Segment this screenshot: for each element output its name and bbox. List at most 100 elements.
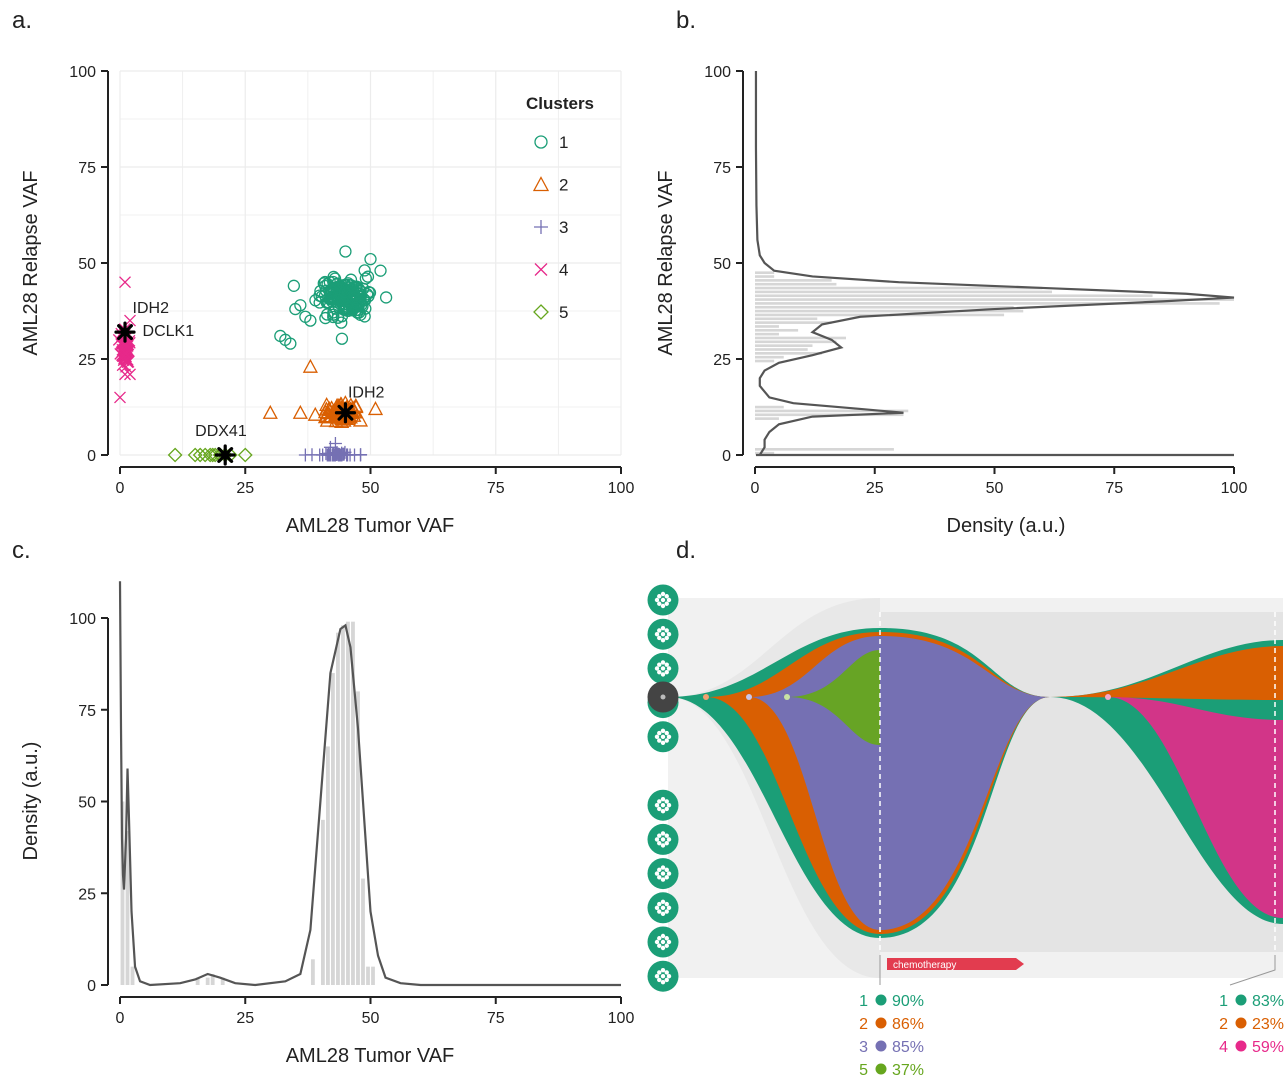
cell-icon-dot <box>666 837 672 842</box>
cell-icon-dot <box>657 936 662 941</box>
founder-cell-dot <box>660 694 666 700</box>
cell-icon-dot <box>654 666 660 671</box>
cell-icon-dot <box>660 809 666 814</box>
panel-a-legend: Clusters 1 2 3 4 5 <box>526 94 594 322</box>
cell-icon-dot <box>664 601 669 606</box>
cluster-1-point <box>287 279 300 292</box>
cell-icon-dot <box>660 865 666 870</box>
x-tick-label: 75 <box>487 1010 505 1027</box>
cluster-3-point <box>298 448 312 462</box>
cluster-4-point <box>117 354 130 367</box>
legend-title: Clusters <box>526 94 594 113</box>
y-tick-label: 25 <box>78 352 96 369</box>
cell-icon-dot <box>654 632 660 637</box>
clone-origin-dot-4 <box>1105 694 1111 700</box>
relapse-leader-line <box>1229 955 1276 986</box>
legend-marker-2 <box>532 176 550 192</box>
cluster-percentage-label: 83% <box>1252 993 1284 1010</box>
cluster-3-point <box>320 448 334 462</box>
cell-icon-dot <box>660 672 666 677</box>
panel-b-x-label: Density (a.u.) <box>947 515 1066 537</box>
cell-icon-dot <box>660 740 666 745</box>
histogram-bar <box>755 413 904 417</box>
cluster-4-point <box>124 368 136 381</box>
legend-item-label: 5 <box>559 303 568 322</box>
cell-icon-dot <box>654 803 660 808</box>
x-tick-label: 50 <box>986 480 1004 497</box>
cluster-5-point <box>187 447 203 463</box>
panel-c-y-label: Density (a.u.) <box>20 742 42 861</box>
cell-icon-dot <box>654 837 660 842</box>
cell-icon-dot <box>657 730 662 736</box>
cell-icon-dot <box>654 974 660 979</box>
therapy-arrow: chemotherapy <box>887 958 1024 971</box>
cell-icon-dot <box>657 799 662 804</box>
cluster-1-point <box>317 277 330 290</box>
cluster-percentage-label: 59% <box>1252 1039 1284 1056</box>
cluster-percentage-label: 86% <box>892 1016 924 1033</box>
cluster-1-point <box>379 291 393 304</box>
cell-icon-dot <box>654 871 660 876</box>
y-tick-label: 75 <box>713 160 731 177</box>
cell-icon-dot <box>660 980 666 985</box>
x-tick-label: 50 <box>362 480 380 497</box>
cell-icon-dot <box>660 877 666 882</box>
cluster-color-dot <box>1235 1017 1247 1029</box>
histogram-bar <box>755 405 784 409</box>
cluster-id-label: 2 <box>1219 1016 1228 1033</box>
cell-icon-column <box>647 584 679 992</box>
cell-icon-dot <box>657 601 662 606</box>
histogram-bar <box>755 332 779 336</box>
clone-origin-dot-3 <box>746 694 752 700</box>
cluster-2-point <box>321 402 337 417</box>
cluster-percentage-label: 90% <box>892 993 924 1010</box>
cluster-1-point <box>321 308 334 321</box>
clone-origin-dot-2 <box>703 694 709 700</box>
x-tick-label: 75 <box>487 480 505 497</box>
y-tick-label: 75 <box>78 160 96 177</box>
cell-icon-dot <box>666 597 672 603</box>
histogram-bar <box>755 352 823 355</box>
cell-icon-dot <box>664 594 669 599</box>
cell-icon-dot <box>660 871 666 876</box>
cell-icon-dot <box>657 833 662 838</box>
cell-icon-dot <box>660 974 666 979</box>
cluster-id-label: 4 <box>1219 1039 1228 1056</box>
panel-d-fishplot: d. chemotherapy 1 90% 2 86% 3 85% 5 37% 1 83% 2 23%… <box>647 537 1284 1079</box>
histogram-bar <box>755 325 779 328</box>
cell-icon-dot <box>660 591 666 597</box>
legend-item-label: 2 <box>559 176 568 195</box>
cell-icon-dot <box>657 662 662 667</box>
x-tick-label: 100 <box>608 1010 635 1027</box>
panel-c-bars <box>120 621 375 985</box>
cell-icon-dot <box>657 970 662 975</box>
cluster-4-point <box>120 353 133 366</box>
cluster-1-point <box>361 270 375 283</box>
histogram-bar <box>755 321 832 324</box>
y-tick-label: 100 <box>69 64 96 81</box>
panel-b-axes: 0 25 50 75 100 0 25 50 75 100 <box>704 64 1247 497</box>
x-tick-label: 75 <box>1105 480 1123 497</box>
cell-icon-dot <box>666 803 672 808</box>
histogram-bar <box>371 966 375 985</box>
histogram-bar <box>755 275 775 278</box>
legend-marker-5 <box>533 304 549 320</box>
cell-icon-dot <box>657 840 662 846</box>
cell-icon-dot <box>657 806 662 812</box>
y-tick-label: 25 <box>78 886 96 903</box>
cluster-2-point <box>319 412 335 427</box>
cluster-1-point <box>341 304 355 318</box>
histogram-bar <box>331 673 335 985</box>
histogram-bar <box>755 302 1220 305</box>
cluster-2-point <box>307 406 323 421</box>
cluster-1-point <box>357 282 370 295</box>
cluster-4-point <box>116 359 129 372</box>
histogram-bar <box>755 451 775 455</box>
cluster-5-point <box>197 447 213 463</box>
cell-icon-dot <box>657 875 662 880</box>
panel-b-histogram: b. 0 25 50 75 100 0 25 50 75 100 Density (a.u.) A… <box>655 7 1247 537</box>
y-tick-label: 50 <box>78 795 96 812</box>
histogram-bar <box>755 328 799 332</box>
cell-icon-dot <box>654 734 660 739</box>
